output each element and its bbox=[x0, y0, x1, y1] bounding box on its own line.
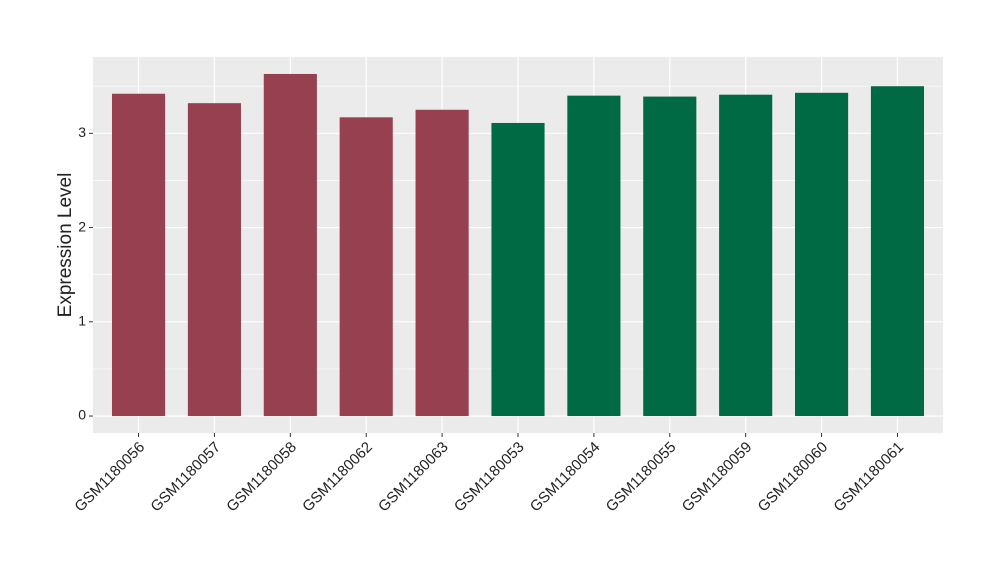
bar bbox=[187, 103, 241, 417]
bar bbox=[567, 95, 621, 417]
bar bbox=[339, 117, 393, 417]
x-tick-label: GSM1180054 bbox=[527, 439, 604, 516]
bar bbox=[719, 94, 773, 417]
bar bbox=[870, 86, 925, 417]
x-tick-label: GSM1180058 bbox=[223, 439, 300, 516]
y-tick-label: 2 bbox=[78, 218, 86, 234]
x-tick-label: GSM1180056 bbox=[71, 439, 148, 516]
x-tick-label: GSM1180062 bbox=[299, 439, 376, 516]
bar bbox=[263, 73, 317, 417]
x-tick-label: GSM1180060 bbox=[755, 439, 832, 516]
x-tick-label: GSM1180061 bbox=[830, 439, 907, 516]
x-tick-label: GSM1180053 bbox=[451, 439, 528, 516]
bar bbox=[643, 96, 697, 417]
x-tick-label: GSM1180059 bbox=[679, 439, 756, 516]
y-tick-label: 1 bbox=[78, 313, 86, 329]
x-tick-label: GSM1180063 bbox=[375, 439, 452, 516]
bar bbox=[491, 122, 545, 417]
bar bbox=[795, 92, 849, 417]
y-tick-label: 0 bbox=[78, 407, 86, 423]
y-axis-title: Expression Level bbox=[55, 173, 76, 318]
bar bbox=[111, 93, 166, 417]
y-tick-label: 3 bbox=[78, 124, 86, 140]
x-tick-label: GSM1180057 bbox=[147, 439, 224, 516]
x-tick-label: GSM1180055 bbox=[603, 439, 680, 516]
bar bbox=[415, 109, 469, 417]
